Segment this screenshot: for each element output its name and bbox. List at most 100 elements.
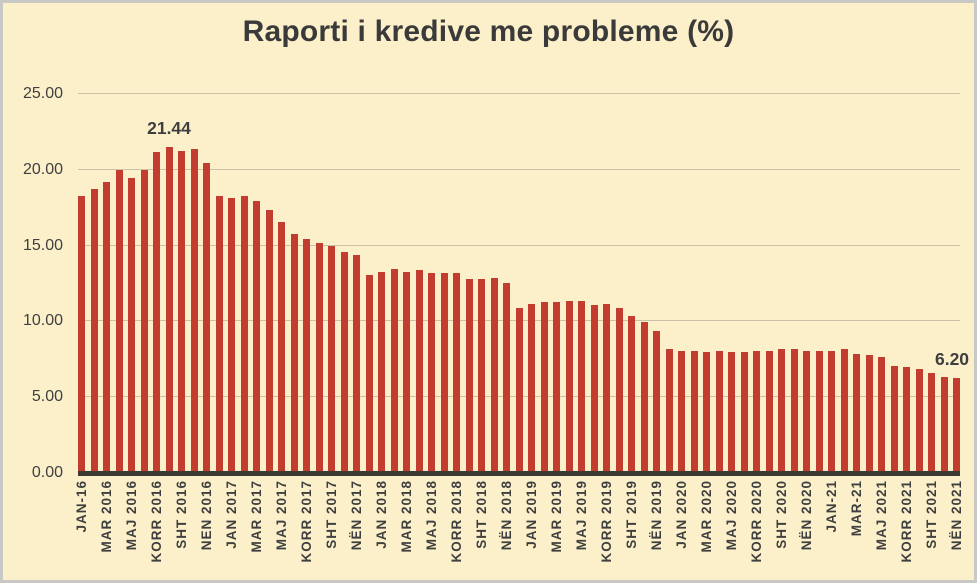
- bar: [565, 300, 573, 472]
- bar: [115, 170, 123, 472]
- bar: [928, 373, 935, 472]
- x-tick-label: MAR 2016: [98, 480, 114, 553]
- x-tick-label: KORR 2020: [748, 480, 764, 563]
- bar: [890, 365, 898, 472]
- bar: [853, 353, 860, 472]
- bar: [678, 350, 685, 472]
- x-tick-label: NËN 2017: [348, 480, 364, 551]
- x-tick-label: KORR 2016: [148, 480, 164, 563]
- bar: [740, 352, 748, 472]
- bar: [765, 350, 773, 472]
- bar: [440, 273, 448, 472]
- x-tick-label: MAJ 2017: [273, 480, 289, 551]
- bar: [178, 150, 185, 472]
- bar: [303, 238, 310, 472]
- bar: [615, 308, 623, 472]
- bar: [478, 279, 485, 472]
- x-tick-label: KORR 2021: [898, 480, 914, 563]
- bar: [903, 367, 910, 472]
- bar: [865, 355, 873, 472]
- bar: [503, 282, 510, 472]
- x-tick-label: JAN-21: [823, 480, 839, 533]
- x-tick-label: MAJ 2016: [123, 480, 139, 551]
- bar: [828, 350, 835, 472]
- bar: [728, 352, 735, 472]
- y-tick-label: 20.00: [22, 160, 63, 178]
- bar: [453, 273, 460, 472]
- bar: [778, 349, 785, 472]
- y-axis-labels: 25.00 20.00 15.00 10.00 5.00 0.00: [3, 85, 63, 481]
- bar: [590, 305, 598, 472]
- chart-title: Raporti i kredive me probleme (%): [242, 15, 735, 48]
- x-tick-label: NËN 2021: [948, 480, 964, 551]
- bar: [790, 349, 798, 472]
- bar: [540, 302, 548, 472]
- data-label: 6.20: [934, 349, 970, 370]
- x-tick-label: MAR 2019: [548, 480, 564, 553]
- data-label: 21.44: [147, 117, 191, 138]
- bar: [203, 162, 210, 472]
- x-tick-label: MAJ 2019: [573, 480, 589, 551]
- gridline: [78, 244, 960, 246]
- bar: [603, 303, 610, 472]
- x-tick-label: SHT 2018: [473, 480, 489, 549]
- x-tick-label: SHT 2019: [623, 480, 639, 549]
- y-tick-label: 10.00: [22, 312, 63, 330]
- x-tick-label: JAN 2018: [373, 480, 389, 549]
- bar: [403, 271, 410, 472]
- bar: [378, 271, 385, 472]
- x-tick-label: JAN 2017: [223, 480, 239, 549]
- bar: [328, 246, 335, 472]
- x-tick-label: SHT 2017: [323, 480, 339, 549]
- x-tick-label: KORR 2017: [298, 480, 314, 563]
- bar: [103, 182, 110, 472]
- bar: [490, 277, 498, 472]
- bar: [753, 350, 760, 472]
- bar: [253, 200, 260, 472]
- bar: [340, 252, 348, 472]
- bar: [578, 300, 585, 472]
- bar: [128, 177, 135, 472]
- bar: [628, 315, 635, 472]
- bar: [653, 331, 660, 472]
- bar: [515, 308, 523, 472]
- bar: [640, 321, 648, 472]
- bar: [815, 350, 823, 472]
- x-tick-label: JAN 2019: [523, 480, 539, 549]
- bar: [528, 303, 535, 472]
- x-tick-label: SHT 2016: [173, 480, 189, 549]
- bar: [90, 188, 98, 472]
- bar: [365, 274, 373, 472]
- bar: [878, 356, 885, 472]
- bar: [803, 350, 810, 472]
- plot-area: 21.44 6.20: [78, 93, 969, 476]
- x-tick-label: JAN 2020: [673, 480, 689, 549]
- x-tick-label: MAR 2017: [248, 480, 264, 553]
- bar: [465, 279, 473, 472]
- bar: [165, 146, 173, 472]
- bar: [690, 350, 698, 472]
- x-tick-label: MAR-21: [848, 480, 864, 537]
- x-axis-labels: JAN-16 MAR 2016 MAJ 2016 KORR 2016 SHT 2016 N…: [74, 480, 964, 580]
- y-tick-label: 15.00: [22, 236, 63, 254]
- x-tick-label: KORR 2019: [598, 480, 614, 563]
- gridline: [78, 168, 960, 170]
- x-tick-label: MAR 2018: [398, 480, 414, 553]
- bar: [840, 349, 848, 472]
- y-tick-label: 5.00: [31, 388, 63, 406]
- bar: [290, 234, 298, 472]
- bar: [353, 255, 360, 472]
- bar: [915, 368, 923, 472]
- x-tick-label: MAR 2020: [698, 480, 714, 553]
- bar: [265, 209, 273, 472]
- bar: [953, 378, 960, 472]
- bar: [228, 197, 235, 472]
- bars-container: [78, 93, 960, 472]
- gridline: [78, 93, 960, 94]
- bar: [240, 196, 248, 472]
- bar: [78, 196, 85, 472]
- x-tick-label: NËN 2019: [648, 480, 664, 551]
- bar: [278, 221, 285, 472]
- x-tick-label: MAJ 2018: [423, 480, 439, 551]
